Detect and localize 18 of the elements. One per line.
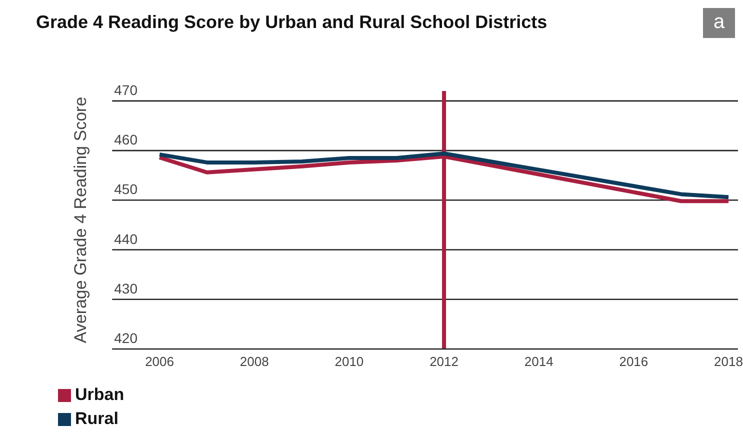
x-tick-label: 2018	[714, 354, 743, 370]
x-tick-label: 2012	[430, 354, 458, 370]
x-tick-label: 2006	[145, 354, 174, 370]
y-tick-label: 420	[114, 330, 138, 346]
y-tick-label: 460	[114, 132, 138, 148]
chart-title: Grade 4 Reading Score by Urban and Rural School Districts	[36, 12, 548, 33]
y-tick-label: 470	[114, 82, 138, 98]
y-axis-title: Average Grade 4 Reading Score	[71, 96, 90, 344]
legend-label: Urban	[75, 385, 124, 404]
legend-label: Rural	[75, 409, 118, 428]
x-tick-label: 2014	[524, 354, 554, 370]
x-tick-label: 2010	[334, 354, 364, 370]
panel-letter-badge: a	[703, 8, 735, 38]
y-tick-label: 430	[114, 280, 138, 296]
x-tick-label: 2016	[619, 354, 648, 370]
y-tick-label: 450	[114, 181, 138, 198]
x-tick-label: 2008	[240, 354, 269, 370]
y-tick-label: 440	[114, 230, 138, 247]
